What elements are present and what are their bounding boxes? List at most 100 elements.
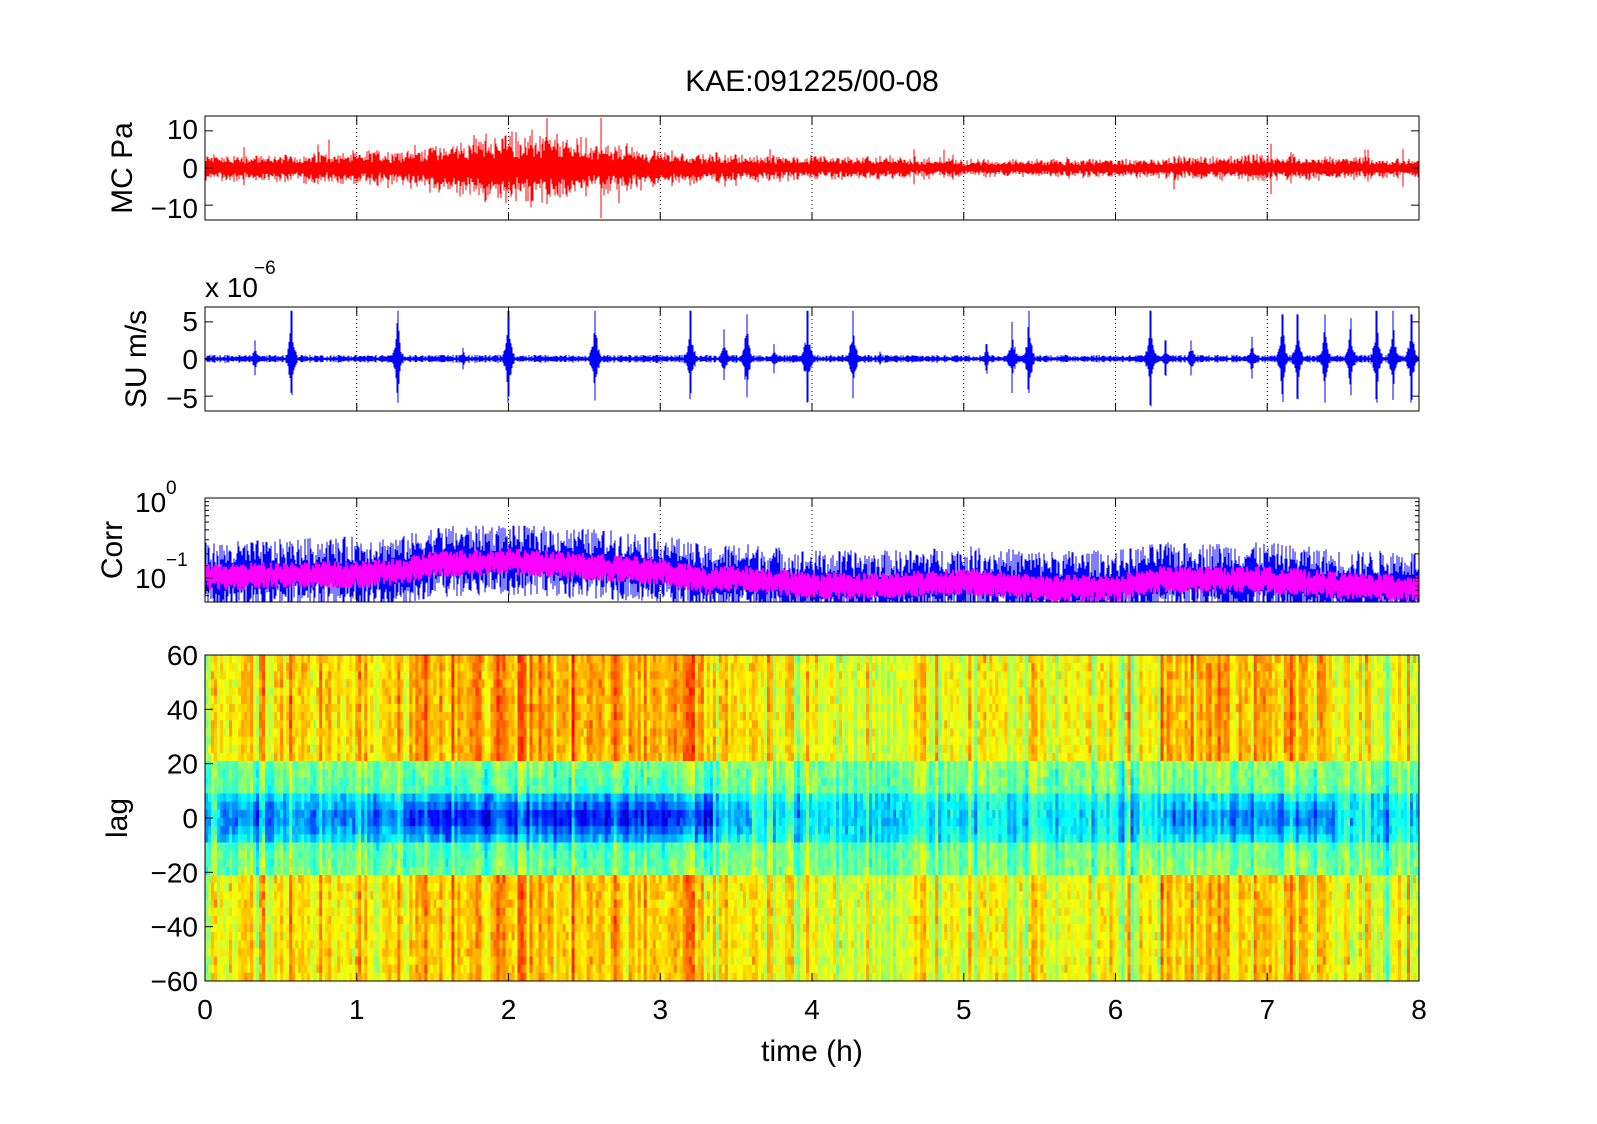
heatmap-cell — [208, 834, 212, 844]
heatmap-cell — [412, 818, 416, 827]
heatmap-cell — [511, 793, 516, 803]
heatmap-cell — [451, 883, 456, 892]
heatmap-cell — [328, 752, 332, 762]
heatmap-cell — [388, 923, 392, 933]
heatmap-cell — [277, 932, 281, 941]
heatmap-cell — [508, 875, 513, 884]
heatmap-cell — [556, 687, 561, 697]
heatmap-cell — [298, 866, 302, 876]
heatmap-cell — [562, 907, 567, 917]
heatmap-cell — [439, 769, 443, 778]
heatmap-cell — [361, 826, 365, 835]
heatmap-cell — [274, 785, 278, 795]
heatmap-cell — [481, 785, 486, 795]
heatmap-cell — [223, 679, 227, 689]
heatmap-cell — [301, 736, 305, 746]
heatmap-cell — [442, 679, 446, 689]
heatmap-cell — [244, 866, 248, 876]
heatmap-cell — [409, 875, 413, 884]
heatmap-cell — [346, 956, 350, 966]
heatmap-cell — [328, 858, 332, 868]
heatmap-cell — [385, 842, 389, 852]
heatmap-cell — [244, 712, 248, 721]
heatmap-cell — [490, 793, 495, 803]
heatmap-cell — [265, 818, 269, 827]
heatmap-cell — [373, 883, 377, 892]
heatmap-cell — [367, 687, 371, 697]
heatmap-cell — [412, 932, 416, 941]
heatmap-cell — [544, 760, 549, 770]
heatmap-cell — [316, 923, 320, 933]
heatmap-cell — [298, 785, 302, 795]
heatmap-cell — [367, 818, 371, 827]
heatmap-cell — [220, 801, 224, 811]
heatmap-cell — [316, 777, 320, 786]
heatmap-cell — [469, 728, 474, 738]
heatmap-cell — [226, 940, 230, 949]
heatmap-cell — [379, 687, 383, 697]
heatmap-cell — [328, 964, 332, 974]
heatmap-cell — [346, 809, 350, 819]
heatmap-cell — [412, 679, 416, 689]
heatmap-cell — [358, 752, 362, 762]
heatmap-cell — [394, 679, 398, 689]
heatmap-cell — [391, 964, 395, 974]
heatmap-cell — [430, 891, 434, 901]
heatmap-cell — [340, 760, 344, 770]
heatmap-cell — [310, 671, 314, 681]
heatmap-cell — [355, 875, 359, 884]
heatmap-cell — [388, 866, 392, 876]
heatmap-cell — [250, 972, 254, 981]
heatmap-cell — [340, 752, 344, 762]
heatmap-cell — [400, 883, 404, 892]
heatmap-cell — [445, 948, 449, 958]
heatmap-cell — [397, 679, 401, 689]
heatmap-cell — [358, 891, 362, 901]
heatmap-cell — [268, 842, 272, 852]
heatmap-cell — [241, 883, 245, 892]
heatmap-cell — [226, 663, 230, 672]
heatmap-cell — [319, 883, 323, 892]
heatmap-cell — [565, 915, 570, 925]
heatmap-cell — [397, 891, 401, 901]
heatmap-cell — [454, 679, 459, 689]
heatmap-cell — [313, 655, 317, 664]
heatmap-cell — [502, 687, 507, 697]
heatmap-cell — [316, 712, 320, 721]
heatmap-cell — [274, 703, 278, 713]
heatmap-cell — [232, 891, 236, 901]
heatmap-cell — [244, 679, 248, 689]
heatmap-cell — [337, 736, 341, 746]
heatmap-cell — [280, 875, 284, 884]
heatmap-cell — [256, 736, 260, 746]
heatmap-cell — [247, 728, 251, 738]
heatmap-cell — [463, 940, 468, 949]
heatmap-cell — [526, 875, 531, 884]
heatmap-cell — [235, 818, 239, 827]
heatmap-cell — [547, 956, 552, 966]
heatmap-cell — [262, 826, 266, 835]
heatmap-cell — [289, 818, 293, 827]
heatmap-cell — [409, 826, 413, 835]
heatmap-cell — [262, 818, 266, 827]
heatmap-cell — [346, 866, 350, 876]
heatmap-cell — [403, 777, 407, 786]
heatmap-cell — [526, 720, 531, 729]
heatmap-cell — [274, 671, 278, 681]
heatmap-cell — [487, 891, 492, 901]
heatmap-cell — [277, 712, 281, 721]
heatmap-cell — [331, 883, 335, 892]
heatmap-cell — [343, 712, 347, 721]
heatmap-cell — [385, 899, 389, 909]
heatmap-cell — [538, 809, 543, 819]
heatmap-cell — [550, 793, 555, 803]
heatmap-cell — [292, 866, 296, 876]
heatmap-cell — [538, 760, 543, 770]
heatmap-cell — [496, 964, 501, 974]
heatmap-cell — [559, 703, 564, 713]
heatmap-cell — [544, 809, 549, 819]
heatmap-cell — [400, 842, 404, 852]
heatmap-cell — [382, 671, 386, 681]
heatmap-cell — [460, 809, 465, 819]
heatmap-cell — [373, 850, 377, 860]
